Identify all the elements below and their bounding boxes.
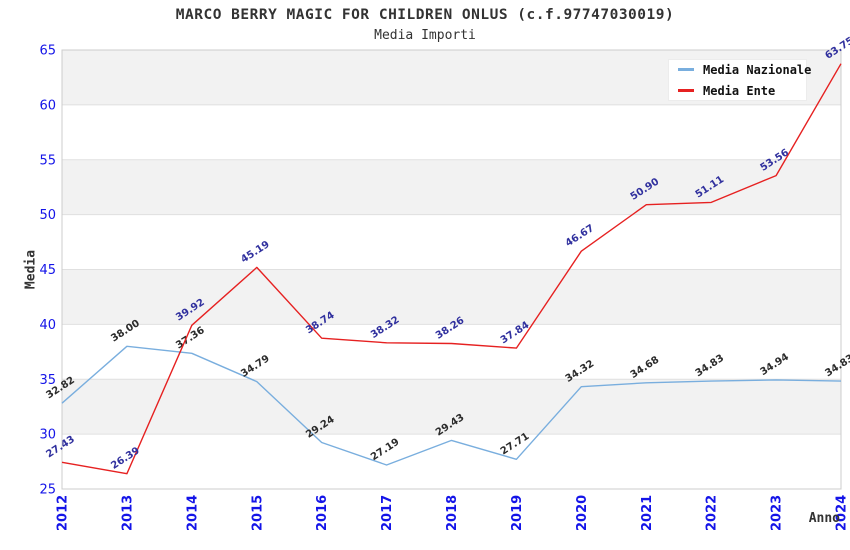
plot-band bbox=[62, 159, 841, 215]
data-label: 34.79 bbox=[239, 353, 272, 379]
data-label: 26.39 bbox=[109, 445, 142, 471]
y-tick-label: 35 bbox=[39, 373, 56, 388]
x-tick-label: 2022 bbox=[705, 495, 720, 531]
legend-label-media-ente: Media Ente bbox=[703, 83, 776, 98]
y-tick-label: 25 bbox=[39, 483, 56, 498]
x-tick-label: 2013 bbox=[120, 495, 135, 531]
data-label: 34.83 bbox=[694, 353, 727, 379]
y-axis-title: Media bbox=[23, 249, 39, 290]
y-tick-label: 65 bbox=[39, 44, 56, 59]
y-tick-label: 55 bbox=[39, 153, 56, 168]
x-tick-label: 2019 bbox=[510, 495, 525, 531]
x-tick-label: 2018 bbox=[445, 495, 460, 531]
x-tick-label: 2014 bbox=[185, 495, 200, 531]
y-tick-label: 45 bbox=[39, 263, 56, 278]
data-label: 34.94 bbox=[758, 352, 791, 378]
legend-swatch-media-ente-icon bbox=[678, 89, 694, 92]
series-line-media-nazionale bbox=[61, 345, 842, 466]
data-label: 34.83 bbox=[823, 353, 850, 379]
legend-label-media-nazionale: Media Nazionale bbox=[703, 62, 812, 77]
series-line-media-ente bbox=[61, 63, 842, 475]
y-tick-label: 30 bbox=[39, 428, 56, 443]
data-label: 45.19 bbox=[239, 239, 272, 265]
plot-band bbox=[62, 269, 841, 325]
legend-item-media-nazionale: Media Nazionale bbox=[678, 63, 811, 77]
chart-title: MARCO BERRY MAGIC FOR CHILDREN ONLUS (c.… bbox=[175, 7, 675, 23]
x-tick-label: 2012 bbox=[56, 495, 71, 531]
legend-swatch-media-nazionale-icon bbox=[678, 68, 694, 71]
legend: Media Nazionale Media Ente bbox=[668, 59, 811, 101]
x-tick-label: 2024 bbox=[835, 495, 850, 531]
x-tick-label: 2021 bbox=[640, 495, 655, 531]
data-label: 27.19 bbox=[369, 437, 402, 463]
x-axis-title: Anno bbox=[808, 511, 840, 526]
y-tick-label: 50 bbox=[39, 208, 56, 223]
x-tick-label: 2015 bbox=[250, 495, 265, 531]
data-label: 46.67 bbox=[564, 223, 597, 249]
x-tick-label: 2017 bbox=[380, 495, 395, 531]
x-tick-label: 2020 bbox=[575, 495, 590, 531]
plot-border bbox=[61, 49, 842, 490]
y-tick-label: 40 bbox=[39, 318, 56, 333]
x-tick-label: 2016 bbox=[315, 495, 330, 531]
chart-subtitle: Media Importi bbox=[374, 28, 476, 43]
data-label: 34.68 bbox=[629, 354, 662, 380]
y-tick-label: 60 bbox=[39, 98, 56, 113]
x-tick-label: 2023 bbox=[770, 495, 785, 531]
plot-band bbox=[62, 379, 841, 435]
legend-item-media-ente: Media Ente bbox=[678, 84, 806, 98]
data-label: 27.71 bbox=[499, 431, 532, 457]
